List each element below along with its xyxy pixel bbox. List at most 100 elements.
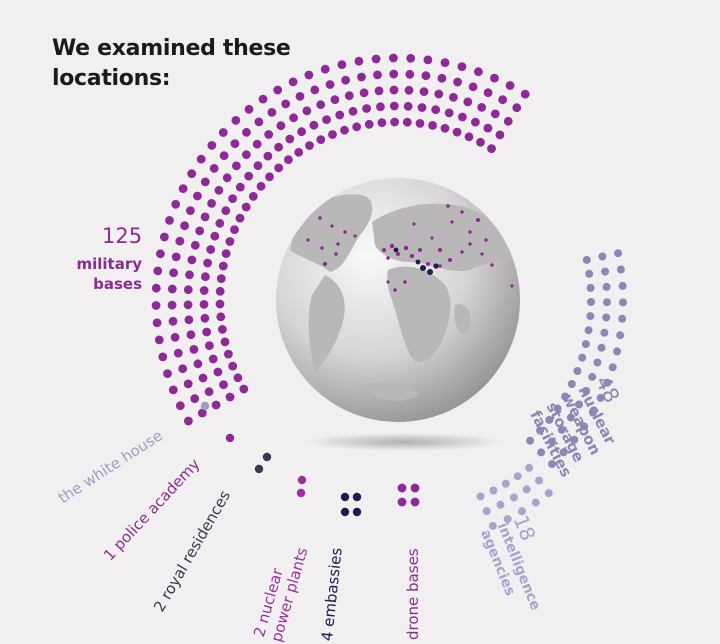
military-base-dot [390, 117, 399, 127]
military-base-dot [471, 117, 480, 127]
military-base-dot [200, 177, 210, 187]
military-base-dot [421, 71, 431, 81]
military-base-dot [337, 60, 347, 69]
drone-base-dot [397, 483, 407, 493]
military-base-dot [171, 199, 181, 209]
military-base-dot [171, 252, 181, 262]
globe-shadow [304, 433, 504, 451]
military-base-dot [230, 139, 240, 149]
military-base-dot [428, 121, 437, 130]
military-base-dot [476, 137, 485, 147]
military-base-dot [352, 122, 362, 132]
military-base-dot [252, 139, 262, 149]
nuclear-weapon-facility-dot [566, 413, 575, 422]
military-base-dot [204, 387, 214, 397]
military-base-dot [203, 258, 213, 268]
military-base-dot [215, 218, 225, 228]
drone-base-dot [397, 497, 407, 507]
nuclear-weapon-facility-dot [537, 448, 546, 457]
military-base-dot [322, 115, 331, 124]
nuclear-weapon-facility-dot [597, 343, 606, 352]
intelligence-agency-dot [488, 521, 497, 530]
intelligence-agency-dot [525, 463, 534, 472]
military-base-dot [440, 123, 450, 133]
military-base-dot [178, 364, 188, 374]
military-base-dot [218, 128, 228, 137]
military-base-dot [344, 91, 354, 101]
military-base-dot [218, 261, 228, 271]
police-academy-dot [225, 433, 235, 443]
military-base-dot [253, 161, 263, 171]
military-base-dot [235, 213, 245, 223]
white-house-dot [200, 401, 210, 411]
title-line-2: locations: [52, 66, 171, 91]
military-base-dot [503, 116, 513, 126]
nuclear-weapon-facility-dot [598, 252, 607, 261]
military-base-dot [152, 318, 162, 328]
military-base-dot [225, 237, 235, 246]
military-base-dot [348, 106, 358, 116]
military-base-dot [183, 300, 193, 310]
military-base-dot [233, 373, 243, 383]
military-base-dot [230, 225, 239, 235]
nuclear-weapon-facility-dot [619, 298, 627, 307]
intelligence-agency-dot [513, 472, 522, 481]
nuclear-weapon-facility-dot [586, 283, 595, 292]
military-base-dot [423, 55, 433, 65]
military-base-dot [444, 108, 454, 118]
power-plant-dot [296, 488, 306, 498]
military-base-dot [316, 135, 326, 145]
drone-bases-label: drone bases [404, 548, 422, 640]
military-base-dot [219, 380, 228, 390]
military-base-dot [490, 109, 500, 119]
military-base-dot [205, 341, 214, 350]
military-base-dot [354, 56, 364, 66]
military-base-dot [189, 345, 199, 354]
military-base-dot [389, 101, 399, 111]
military-base-dot [211, 400, 221, 410]
military-base-dot [415, 119, 425, 128]
military-base-dot [364, 119, 374, 129]
military-base-dot [274, 142, 283, 152]
intelligence-agency-dot [476, 492, 485, 501]
military-base-dot [225, 392, 235, 402]
military-base-dot [310, 85, 320, 95]
nuclear-weapon-facility-dot [584, 326, 593, 335]
military-base-dot [267, 108, 277, 117]
nuclear-weapon-facility-dot [616, 331, 625, 340]
military-base-dot [183, 285, 193, 295]
military-base-dot [373, 70, 382, 80]
military-base-dot [197, 408, 207, 418]
military-base-dot [273, 85, 283, 95]
military-base-dot [452, 127, 462, 137]
drone-base-dot [410, 483, 420, 493]
small-category-dots [200, 401, 420, 517]
military-base-dot [468, 82, 478, 92]
intelligence-agency-dot [489, 486, 498, 495]
military-base-dot [295, 92, 305, 101]
military-base-dot [207, 199, 217, 208]
military-base-dot [340, 125, 349, 135]
military-base-dot [417, 103, 427, 112]
military-base-dot [158, 352, 168, 362]
military-base-dot [440, 58, 450, 67]
military-base-dot [335, 110, 345, 120]
military-base-dot [185, 270, 194, 280]
military-base-dot [220, 337, 230, 347]
nuclear-weapon-facility-dots [526, 249, 627, 468]
military-base-dot [199, 300, 209, 309]
intelligence-agency-dot [531, 498, 540, 507]
nuclear-weapon-facility-dot [553, 404, 562, 413]
military-base-dot [242, 127, 251, 137]
military-base-dot [167, 300, 177, 310]
military-base-dot [168, 385, 178, 395]
military-base-dot [256, 181, 266, 191]
military-base-dot [153, 266, 163, 276]
military-base-dot [304, 70, 314, 80]
military-base-dot [190, 394, 200, 404]
military-base-dot [328, 130, 337, 139]
military-base-dot [402, 117, 412, 127]
embassy-dot [340, 507, 350, 517]
military-base-dot [274, 163, 284, 173]
